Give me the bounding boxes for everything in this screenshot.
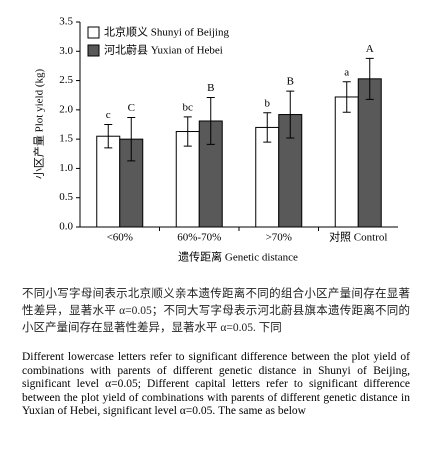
significance-letter: B [207,82,214,94]
y-tick-label: 3.0 [59,45,73,57]
legend-label: 河北蔚县 Yuxian of Hebei [104,44,223,57]
bar [334,96,359,228]
y-tick-label: 1.5 [59,133,73,145]
y-tick-label: 0.5 [59,191,73,203]
significance-letter: B [287,76,294,88]
significance-letter: c [106,109,111,121]
y-tick-label: 0.0 [59,221,73,233]
legend-swatch [87,44,100,57]
y-tick-label: 2.0 [59,103,73,115]
significance-letter: a [344,66,349,78]
significance-letter: b [265,97,271,109]
y-axis-label: 小区产量 Plot yield (kg) [32,69,46,180]
y-tick-label: 3.5 [59,16,73,28]
error-bar [104,124,113,149]
error-bar [127,116,136,162]
x-tick-label: >70% [266,232,292,244]
significance-letter: C [128,102,135,114]
error-bar [263,112,272,143]
caption-zh: 不同小写字母间表示北京顺义亲本遗传距离不同的组合小区产量间存在显著性差异，显著水… [22,288,410,334]
x-tick-label: 60%-70% [177,232,221,244]
x-tick-label: 对照 Control [329,230,387,244]
caption-en: Different lowercase letters refer to sig… [22,351,410,417]
legend-label: 北京顺义 Shunyi of Beijing [104,25,229,39]
y-tick-label: 1.0 [59,162,73,174]
legend-swatch [87,26,100,39]
error-bar [206,97,215,145]
error-bar [183,116,192,147]
chart: 小区产量 Plot yield (kg) 遗传距离 Genetic distan… [32,16,398,264]
significance-letter: bc [183,101,194,113]
error-bar [365,57,374,100]
significance-letter: A [366,43,374,55]
bar [357,78,382,228]
x-tick-label: <60% [107,232,133,244]
error-bar [342,81,351,113]
bar [96,135,121,228]
y-tick-label: 2.5 [59,74,73,86]
x-axis-label: 遗传距离 Genetic distance [178,250,298,264]
error-bar [286,90,295,139]
